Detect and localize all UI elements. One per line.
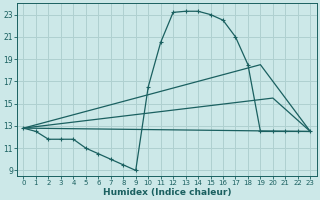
X-axis label: Humidex (Indice chaleur): Humidex (Indice chaleur)	[103, 188, 231, 197]
